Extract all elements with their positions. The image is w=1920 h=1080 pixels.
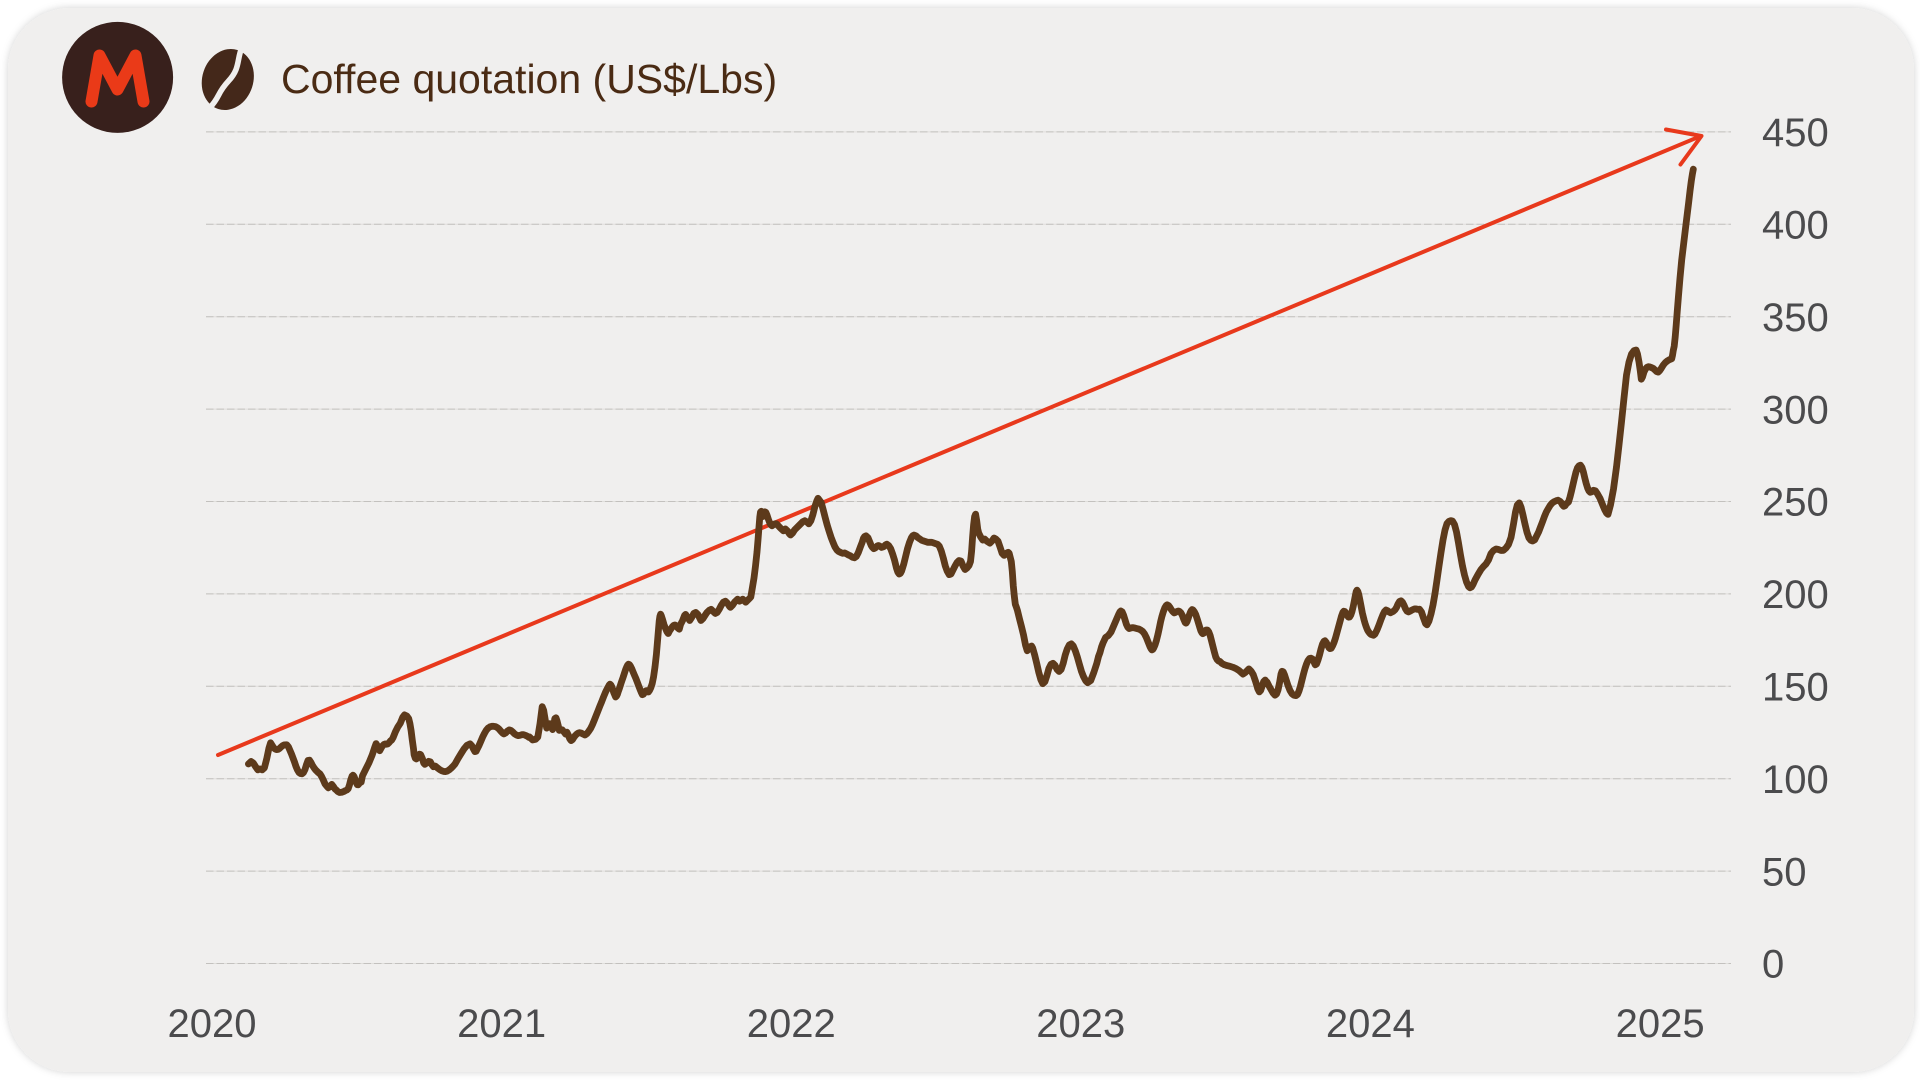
svg-text:250: 250 (1762, 481, 1829, 525)
svg-text:150: 150 (1762, 666, 1829, 710)
svg-text:200: 200 (1762, 573, 1829, 617)
svg-text:2023: 2023 (1036, 1002, 1125, 1046)
svg-text:50: 50 (1762, 850, 1807, 894)
svg-text:400: 400 (1762, 204, 1829, 248)
svg-text:Coffee quotation (US$/Lbs): Coffee quotation (US$/Lbs) (281, 56, 777, 102)
svg-text:0: 0 (1762, 943, 1784, 987)
svg-text:2022: 2022 (747, 1002, 836, 1046)
svg-text:2021: 2021 (457, 1002, 546, 1046)
svg-text:450: 450 (1762, 111, 1829, 155)
svg-text:350: 350 (1762, 296, 1829, 340)
svg-text:2020: 2020 (168, 1002, 257, 1046)
svg-text:100: 100 (1762, 758, 1829, 802)
svg-text:300: 300 (1762, 388, 1829, 432)
svg-text:2025: 2025 (1616, 1002, 1705, 1046)
svg-text:2024: 2024 (1326, 1002, 1415, 1046)
